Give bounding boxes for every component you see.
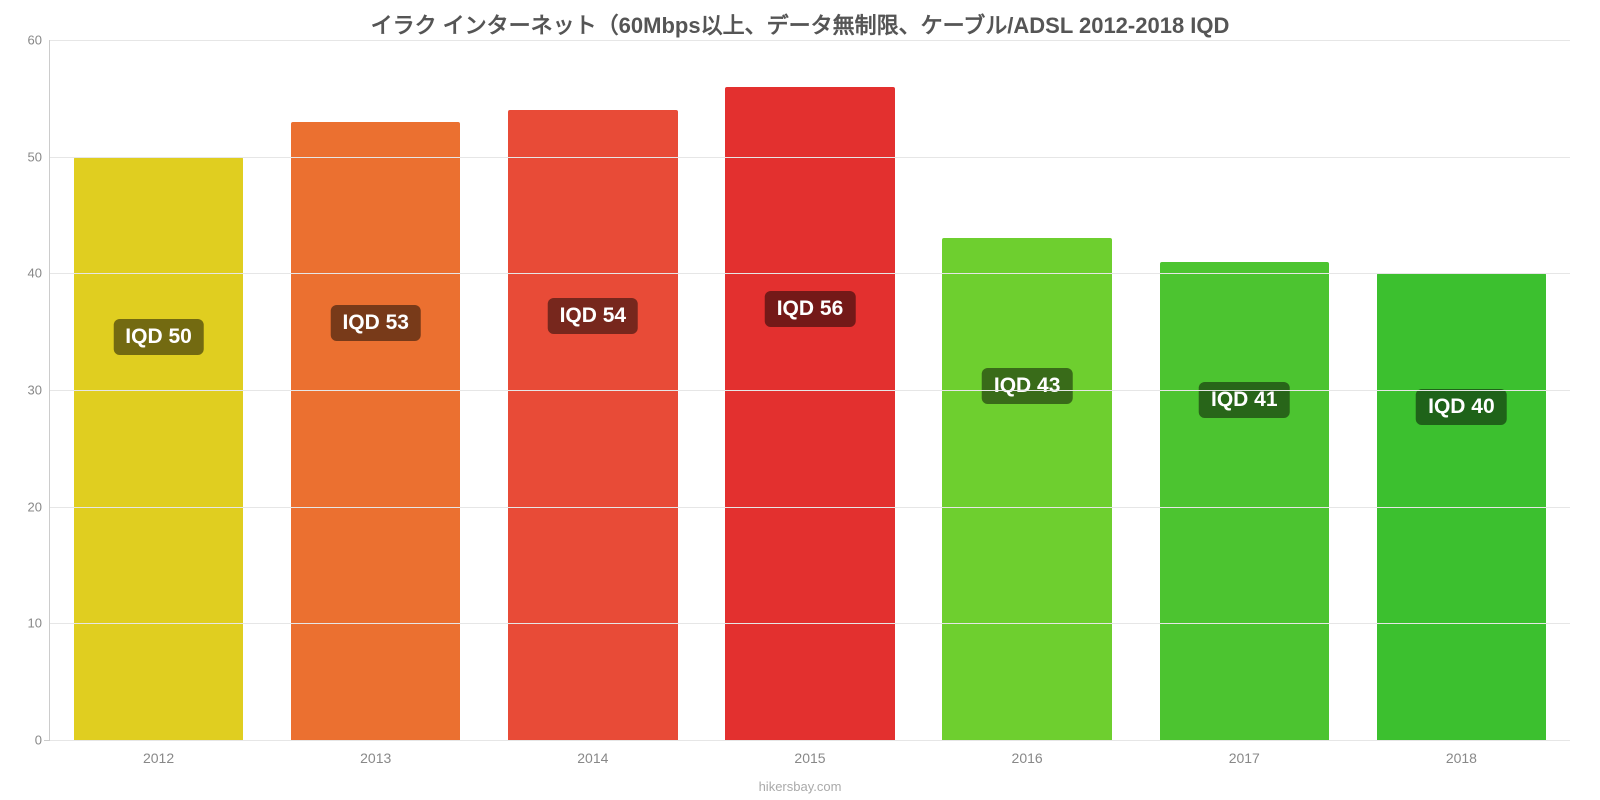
x-tick-label: 2013 [267,750,484,766]
x-tick-label: 2014 [484,750,701,766]
value-badge: IQD 53 [330,305,421,341]
y-tick-label: 20 [28,499,50,514]
x-tick-label: 2017 [1136,750,1353,766]
y-tick-label: 30 [28,383,50,398]
grid-line [50,40,1570,41]
value-badge: IQD 50 [113,319,204,355]
bar [725,87,894,740]
grid-line [50,740,1570,741]
grid-line [50,390,1570,391]
source-label: hikersbay.com [0,779,1600,794]
chart-container: イラク インターネット（60Mbps以上、データ無制限、ケーブル/ADSL 20… [0,0,1600,800]
bar [291,122,460,740]
value-badge: IQD 41 [1199,382,1290,418]
y-tick-label: 40 [28,266,50,281]
x-tick-label: 2016 [919,750,1136,766]
bar [1160,262,1329,740]
grid-line [50,157,1570,158]
y-tick-label: 50 [28,149,50,164]
y-tick-label: 10 [28,616,50,631]
grid-line [50,273,1570,274]
chart-title: イラク インターネット（60Mbps以上、データ無制限、ケーブル/ADSL 20… [0,0,1600,40]
y-tick-label: 60 [28,33,50,48]
grid-line [50,623,1570,624]
value-badge: IQD 56 [765,291,856,327]
bar [508,110,677,740]
value-badge: IQD 40 [1416,389,1507,425]
plot-area: IQD 502012IQD 532013IQD 542014IQD 562015… [50,40,1570,740]
x-tick-label: 2012 [50,750,267,766]
bar [74,157,243,740]
grid-line [50,507,1570,508]
bar [942,238,1111,740]
value-badge: IQD 43 [982,368,1073,404]
x-tick-label: 2018 [1353,750,1570,766]
x-tick-label: 2015 [701,750,918,766]
value-badge: IQD 54 [548,298,639,334]
y-tick-label: 0 [35,733,50,748]
